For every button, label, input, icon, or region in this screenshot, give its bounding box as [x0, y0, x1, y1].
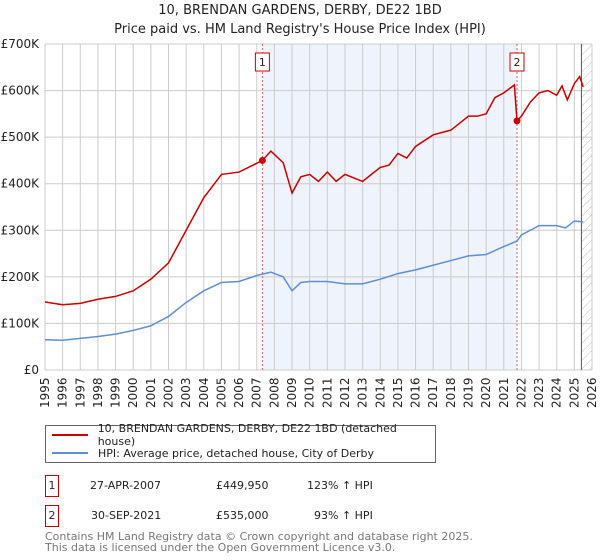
price-chart: 1995 1996 1997 1998 1999 2000 2001 2002 2003 2004… [1, 37, 599, 408]
transaction-marker: 2 [45, 505, 59, 527]
x-tick-label: 2018 [444, 377, 458, 408]
x-tick-label: 2022 [514, 377, 528, 408]
series-line-property [44, 75, 584, 306]
legend-item-hpi: HPI: Average price, detached house, City… [52, 445, 374, 461]
footer-copyright: Contains HM Land Registry data © Crown c… [45, 530, 473, 543]
x-tick-label: 2023 [532, 377, 546, 408]
legend-label: HPI: Average price, detached house, City… [98, 446, 375, 460]
sale-marker-label: 2 [514, 56, 521, 69]
x-tick-label: 2003 [179, 377, 193, 408]
x-tick-label: 2007 [250, 377, 264, 408]
sale-marker-box [254, 52, 270, 72]
x-tick-label: 1996 [56, 377, 70, 408]
x-tick-label: 2025 [567, 377, 581, 408]
transaction-hpi: 93% ↑ HPI [314, 509, 373, 522]
x-tick-label: 2005 [214, 377, 228, 408]
x-tick-label: 2019 [461, 377, 475, 408]
x-tick-label: 2015 [391, 377, 405, 408]
x-tick-label: 2010 [303, 377, 317, 408]
chart-title: 10, BRENDAN GARDENS, DERBY, DE22 1BD [158, 3, 442, 18]
sale-point [513, 117, 521, 125]
footer-licence: This data is licensed under the Open Gov… [45, 541, 396, 554]
x-tick-label: 1999 [109, 377, 123, 408]
x-tick-label: 2017 [426, 377, 440, 408]
y-tick-label: £400K [1, 177, 41, 191]
transaction-date: 27-APR-2007 [90, 479, 162, 492]
transaction-marker: 1 [45, 475, 59, 497]
sale-marker-label: 1 [259, 56, 266, 69]
x-tick-label: 2020 [479, 377, 493, 408]
y-tick-label: £200K [1, 270, 41, 284]
x-tick-label: 2026 [585, 377, 599, 408]
y-tick-label: £600K [1, 84, 41, 98]
sale-marker-box [509, 52, 525, 72]
chart-subtitle: Price paid vs. HM Land Registry's House … [114, 22, 486, 37]
x-tick-label: 1997 [73, 377, 87, 408]
x-tick-label: 2012 [338, 377, 352, 408]
y-tick-label: £700K [1, 37, 41, 51]
forecast-hatch [581, 44, 592, 370]
x-tick-label: 2013 [356, 377, 370, 408]
legend-item-property: 10, BRENDAN GARDENS, DERBY, DE22 1BD (de… [52, 422, 435, 448]
transaction-price: £449,950 [216, 479, 269, 492]
x-tick-label: 2024 [550, 377, 564, 408]
ownership-period-shade [262, 44, 518, 370]
x-tick-label: 2008 [267, 377, 281, 408]
legend-swatch [52, 434, 88, 436]
x-tick-label: 2016 [409, 377, 423, 408]
x-tick-label: 2002 [162, 377, 176, 408]
x-tick-label: 2000 [126, 377, 140, 408]
transaction-price: £535,000 [216, 509, 269, 522]
legend-label: 10, BRENDAN GARDENS, DERBY, DE22 1BD (de… [97, 422, 397, 448]
x-tick-label: 2006 [232, 377, 246, 408]
transaction-hpi: 123% ↑ HPI [307, 479, 373, 492]
x-tick-label: 2004 [197, 377, 211, 408]
x-tick-label: 2001 [144, 377, 158, 408]
x-tick-label: 2014 [373, 377, 387, 408]
legend: 10, BRENDAN GARDENS, DERBY, DE22 1BD (de… [45, 422, 436, 463]
series-line-hpi [44, 220, 584, 341]
x-tick-label: 2009 [285, 377, 299, 408]
transaction-row: 2 30-SEP-2021 £535,000 93% ↑ HPI [45, 505, 445, 527]
transaction-row: 1 27-APR-2007 £449,950 123% ↑ HPI [45, 475, 445, 497]
x-tick-label: 2021 [497, 377, 511, 408]
x-tick-label: 2011 [320, 377, 334, 408]
legend-swatch [52, 452, 88, 454]
sale-point [258, 156, 266, 164]
y-tick-label: £500K [1, 130, 41, 144]
transaction-date: 30-SEP-2021 [91, 509, 162, 522]
y-tick-label: £0 [24, 363, 39, 377]
x-tick-label: 1998 [91, 377, 105, 408]
y-tick-label: £300K [1, 223, 41, 237]
x-tick-label: 1995 [38, 377, 52, 408]
y-tick-label: £100K [1, 316, 41, 330]
